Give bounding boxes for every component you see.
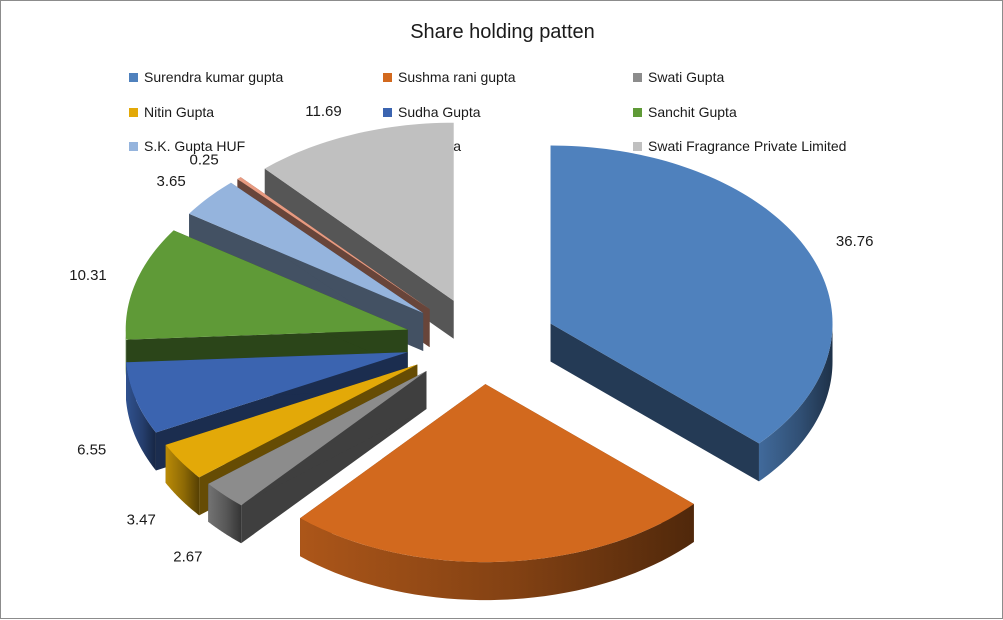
pie-slice-surendra-kumar-gupta xyxy=(551,146,833,482)
slice-top xyxy=(551,146,833,444)
data-label-s-k-gupta-huf: 3.65 xyxy=(157,173,186,190)
data-label-sudha-gupta: 6.55 xyxy=(77,442,106,459)
data-label-sanchit-gupta: 10.31 xyxy=(69,267,107,284)
data-label-swati-gupta: 2.67 xyxy=(173,549,202,566)
data-label-swati-fragrance-private-limited: 11.69 xyxy=(305,103,341,120)
data-label-nitin-gupta: 3.47 xyxy=(127,512,156,529)
data-label-giti-gupta: 0.25 xyxy=(189,151,218,168)
data-label-surendra-kumar-gupta: 36.76 xyxy=(836,233,874,250)
